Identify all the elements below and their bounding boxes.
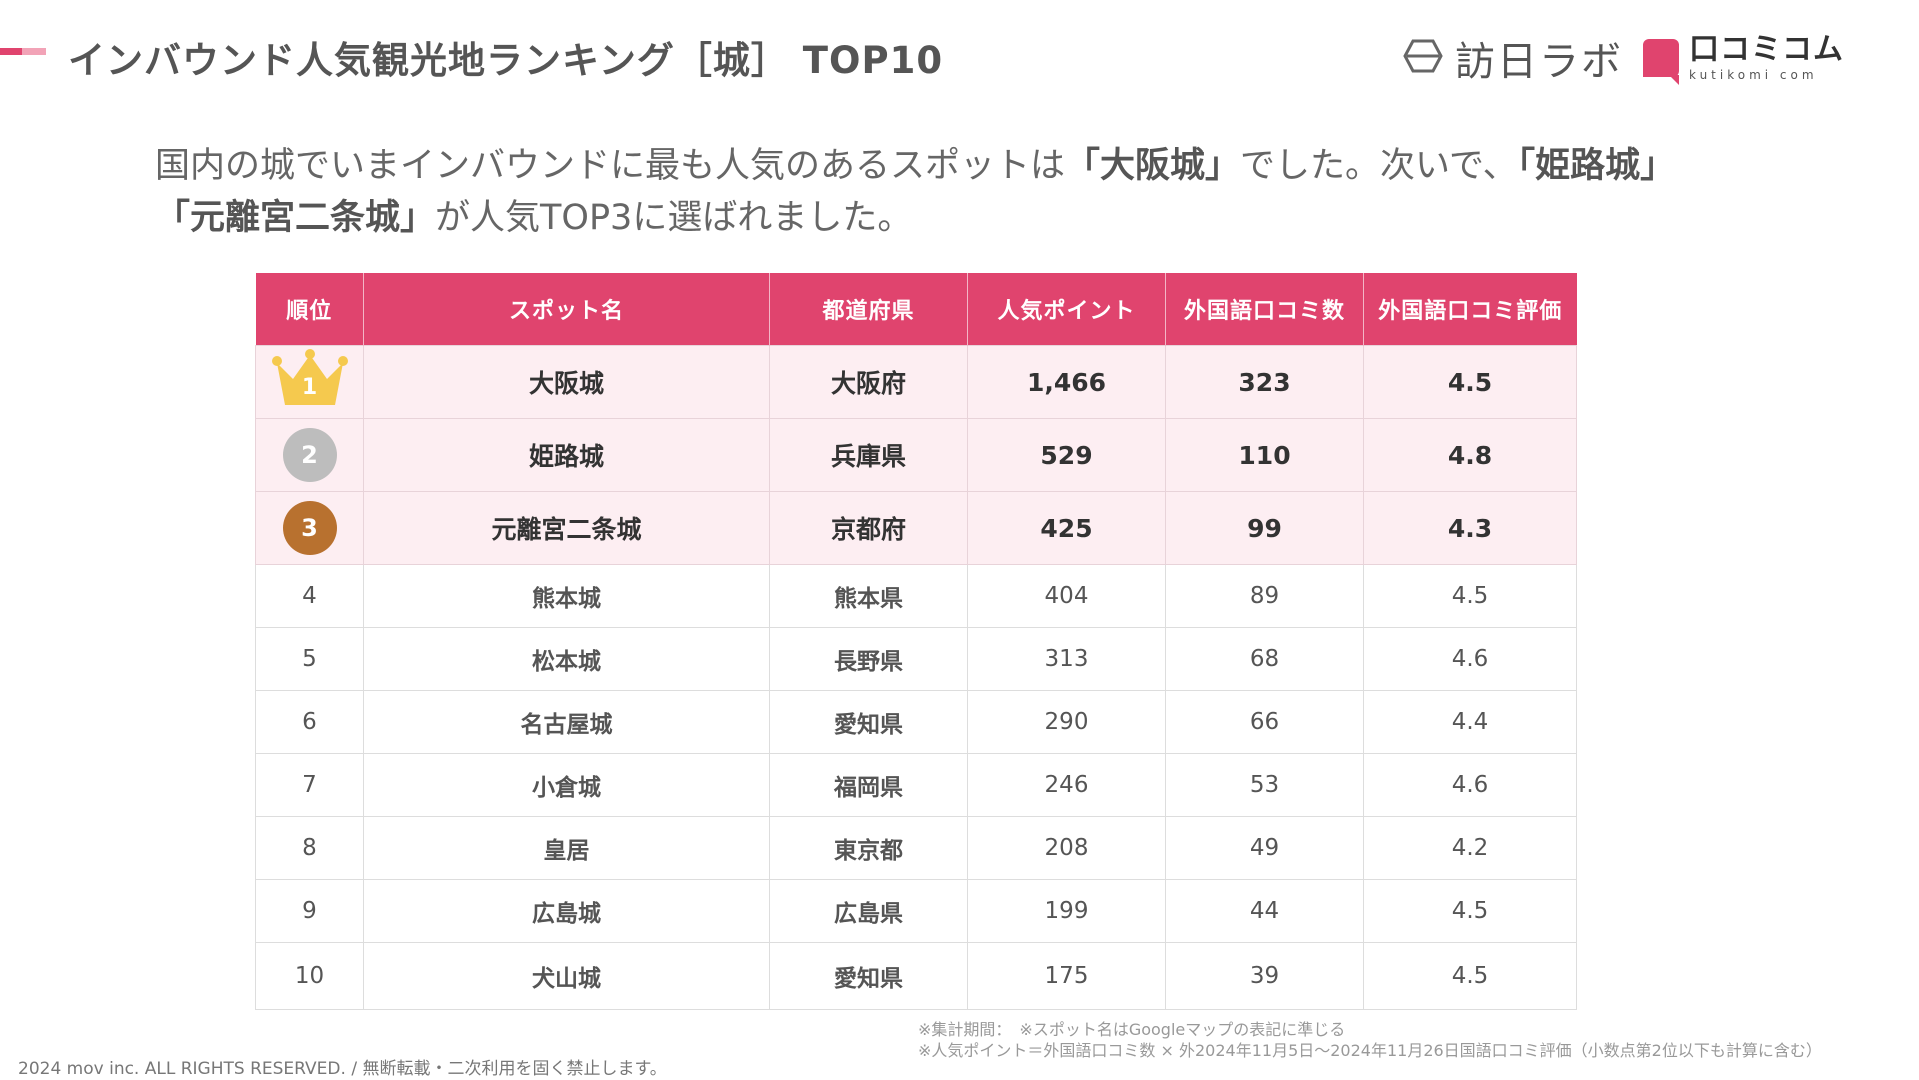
points-cell: 175	[967, 942, 1166, 1010]
rating-cell: 4.5	[1363, 564, 1577, 628]
rank-cell: 5	[255, 627, 364, 691]
table-row: 3 元離宮二条城 京都府 425 99 4.3	[255, 491, 1577, 565]
rank-cell: 2	[255, 418, 364, 492]
table-row: 6 名古屋城 愛知県 290 66 4.4	[255, 690, 1577, 754]
table-row: 1 大阪城 大阪府 1,466 323 4.5	[255, 345, 1577, 419]
review-count-cell: 66	[1165, 690, 1364, 754]
points-cell: 208	[967, 816, 1166, 880]
page-title: インバウンド人気観光地ランキング［城］ TOP10	[68, 39, 944, 82]
header-popularity-points: 人気ポイント	[967, 273, 1166, 346]
header-spot-name: スポット名	[363, 273, 770, 346]
rank-cell: 9	[255, 879, 364, 943]
table-row: 5 松本城 長野県 313 68 4.6	[255, 627, 1577, 691]
bronze-medal-icon: 3	[282, 501, 337, 555]
rating-cell: 4.4	[1363, 690, 1577, 754]
spot-name-cell: 小倉城	[363, 753, 770, 817]
table-header-row: 順位 スポット名 都道府県 人気ポイント 外国語口コミ数 外国語口コミ評価	[255, 273, 1577, 346]
rank-cell: 1	[255, 345, 364, 419]
rank-cell: 8	[255, 816, 364, 880]
spot-name-cell: 姫路城	[363, 418, 770, 492]
points-cell: 529	[967, 418, 1166, 492]
prefecture-cell: 大阪府	[769, 345, 968, 419]
rank-cell: 10	[255, 942, 364, 1010]
table-row: 8 皇居 東京都 208 49 4.2	[255, 816, 1577, 880]
intro-text: 国内の城でいまインバウンドに最も人気のあるスポットは「大阪城」でした。次いで、「…	[155, 140, 1675, 244]
rating-cell: 4.6	[1363, 753, 1577, 817]
spot-name-cell: 元離宮二条城	[363, 491, 770, 565]
rank-cell: 4	[255, 564, 364, 628]
hexagon-logo-icon	[1403, 39, 1443, 77]
review-count-cell: 53	[1165, 753, 1364, 817]
rating-cell: 4.5	[1363, 879, 1577, 943]
prefecture-cell: 熊本県	[769, 564, 968, 628]
spot-name-cell: 名古屋城	[363, 690, 770, 754]
houjin-lab-logo: 訪日ラボ	[1403, 29, 1623, 87]
table-row: 9 広島城 広島県 199 44 4.5	[255, 879, 1577, 943]
spot-name-cell: 熊本城	[363, 564, 770, 628]
rating-cell: 4.5	[1363, 942, 1577, 1010]
prefecture-cell: 広島県	[769, 879, 968, 943]
intro-line-2: 「元離宮二条城」が人気TOP3に選ばれました。	[155, 198, 913, 238]
review-count-cell: 39	[1165, 942, 1364, 1010]
spot-name-cell: 大阪城	[363, 345, 770, 419]
review-count-cell: 323	[1165, 345, 1364, 419]
copyright-text: 2024 mov inc. ALL RIGHTS RESERVED. / 無断転…	[18, 1059, 667, 1079]
prefecture-cell: 愛知県	[769, 942, 968, 1010]
header-review-rating: 外国語口コミ評価	[1363, 273, 1577, 346]
footnote-line-2: ※人気ポイント＝外国語口コミ数 × 外2024年11月5日〜2024年11月26…	[918, 1041, 1822, 1060]
prefecture-cell: 福岡県	[769, 753, 968, 817]
spot-name-cell: 皇居	[363, 816, 770, 880]
rank-number: 1	[301, 375, 318, 400]
points-cell: 404	[967, 564, 1166, 628]
intro-line-1: 国内の城でいまインバウンドに最も人気のあるスポットは「大阪城」でした。次いで、「…	[155, 146, 1676, 186]
rank-cell: 6	[255, 690, 364, 754]
review-count-cell: 49	[1165, 816, 1364, 880]
prefecture-cell: 兵庫県	[769, 418, 968, 492]
rating-cell: 4.8	[1363, 418, 1577, 492]
table-row: 2 姫路城 兵庫県 529 110 4.8	[255, 418, 1577, 492]
header-rank: 順位	[255, 273, 364, 346]
logo-area: 訪日ラボ 口コミコム kutikomi com	[1403, 32, 1844, 85]
ranking-table: 順位 スポット名 都道府県 人気ポイント 外国語口コミ数 外国語口コミ評価 1	[255, 273, 1577, 1010]
footnote-line-1: ※集計期間： ※スポット名はGoogleマップの表記に準じる	[918, 1020, 1346, 1039]
review-count-cell: 110	[1165, 418, 1364, 492]
header-prefecture: 都道府県	[769, 273, 968, 346]
kutikomi-logo: 口コミコム kutikomi com	[1643, 32, 1844, 85]
logo2-main-text: 口コミコム	[1689, 32, 1844, 67]
rating-cell: 4.5	[1363, 345, 1577, 419]
rating-cell: 4.3	[1363, 491, 1577, 565]
rating-cell: 4.2	[1363, 816, 1577, 880]
prefecture-cell: 京都府	[769, 491, 968, 565]
logo1-text: 訪日ラボ	[1455, 39, 1623, 85]
table-row: 10 犬山城 愛知県 175 39 4.5	[255, 942, 1577, 1010]
table-row: 4 熊本城 熊本県 404 89 4.5	[255, 564, 1577, 628]
prefecture-cell: 東京都	[769, 816, 968, 880]
header-review-count: 外国語口コミ数	[1165, 273, 1364, 346]
points-cell: 199	[967, 879, 1166, 943]
logo2-sub-text: kutikomi com	[1689, 68, 1818, 82]
rank-cell: 7	[255, 753, 364, 817]
review-count-cell: 99	[1165, 491, 1364, 565]
review-count-cell: 89	[1165, 564, 1364, 628]
review-count-cell: 44	[1165, 879, 1364, 943]
gold-crown-icon: 1	[271, 349, 349, 409]
table-row: 7 小倉城 福岡県 246 53 4.6	[255, 753, 1577, 817]
title-accent-bar	[0, 48, 46, 55]
points-cell: 290	[967, 690, 1166, 754]
spot-name-cell: 犬山城	[363, 942, 770, 1010]
rank-cell: 3	[255, 491, 364, 565]
points-cell: 246	[967, 753, 1166, 817]
footnotes: ※集計期間： ※スポット名はGoogleマップの表記に準じる ※人気ポイント＝外…	[918, 1019, 1822, 1061]
spot-name-cell: 広島城	[363, 879, 770, 943]
points-cell: 1,466	[967, 345, 1166, 419]
points-cell: 425	[967, 491, 1166, 565]
spot-name-cell: 松本城	[363, 627, 770, 691]
prefecture-cell: 愛知県	[769, 690, 968, 754]
speech-bubble-icon	[1643, 39, 1679, 85]
silver-medal-icon: 2	[282, 428, 337, 482]
review-count-cell: 68	[1165, 627, 1364, 691]
points-cell: 313	[967, 627, 1166, 691]
rating-cell: 4.6	[1363, 627, 1577, 691]
prefecture-cell: 長野県	[769, 627, 968, 691]
